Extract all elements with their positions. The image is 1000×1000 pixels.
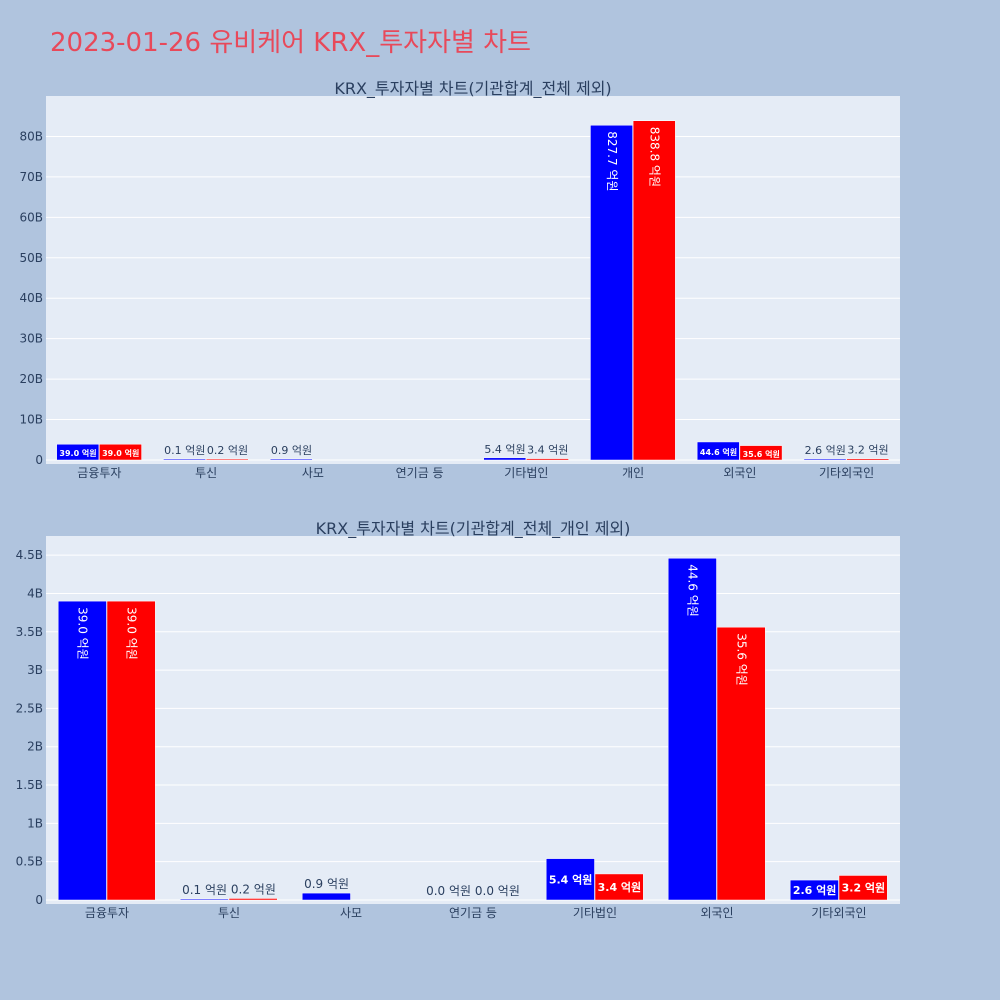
buy-bar [269,458,313,461]
y-tick-label: 4.5B [16,548,43,562]
chart-1: 0 10B 20B 30B 40B 50B 60B 70B 80B KRX_투자자별 차트(기관합… [19,79,900,480]
sell-bar [739,445,783,461]
x-tick-label: 연기금 등 [396,466,444,480]
sell-bar [99,443,142,461]
sell-bar [846,458,890,461]
bar-value-label: 39.0 억원 [102,448,139,458]
x-tick-label: 사모 [302,466,324,480]
bar-value-label: 3.4 억원 [527,444,568,457]
y-tick-label: 30B [19,332,43,346]
buy-bar [545,858,595,901]
y-tick-label: 2B [27,740,43,754]
bar-value-label: 3.2 억원 [847,444,888,457]
y-tick-label: 0 [35,453,43,467]
x-tick-label: 금융투자 [85,906,129,920]
bar-value-label: 0.2 억원 [207,444,248,457]
y-tick-label: 1.5B [16,778,43,792]
chart-title: KRX_투자자별 차트(기관합계_전체_개인 제외) [316,519,631,539]
bar-value-label: 2.6 억원 [805,444,846,457]
x-tick-label: 기타법인 [504,466,548,480]
bar-value-label: 0.0 억원 [475,884,520,898]
chart-title: KRX_투자자별 차트(기관합계_전체 제외) [334,79,611,99]
bar-value-label: 5.4 억원 [549,872,593,886]
bar-value-label: 0.2 억원 [231,882,276,896]
y-tick-label: 1B [27,816,43,830]
plot-area [46,536,900,904]
plot-area [46,96,900,464]
x-tick-label: 개인 [622,466,644,480]
buy-bar [179,898,229,901]
y-tick-label: 40B [19,291,43,305]
buy-bar [163,458,206,461]
buy-bar [590,124,633,461]
y-tick-label: 0 [35,893,43,907]
bar-value-label: 0.9 억원 [271,444,312,457]
x-tick-label: 기타외국인 [811,906,866,920]
x-tick-label: 외국인 [723,466,756,480]
y-tick-label: 80B [19,129,43,143]
y-tick-label: 60B [19,210,43,224]
bar-value-label: 39.0 억원 [76,607,90,660]
y-tick-label: 70B [19,170,43,184]
x-tick-label: 투신 [218,906,240,920]
bar-value-label: 39.0 억원 [59,448,96,458]
bar-value-label: 0.1 억원 [164,444,205,457]
buy-bar [56,443,100,461]
x-tick-label: 기타외국인 [819,466,874,480]
y-tick-label: 10B [19,413,43,427]
sell-bar [106,600,156,901]
buy-bar [667,557,717,901]
sell-bar [838,875,888,901]
bar-value-label: 35.6 억원 [743,449,780,459]
x-tick-label: 사모 [340,906,362,920]
x-tick-label: 연기금 등 [449,906,497,920]
buy-bar [301,892,351,901]
chart-2: 0 0.5B 1B 1.5B 2B 2.5B 3B 3.5B 4B 4.5B KRX_투자자별 차트… [16,519,900,920]
x-tick-label: 기타법인 [573,906,617,920]
y-tick-label: 20B [19,372,43,386]
bar-value-label: 44.6 억원 [686,564,700,617]
sell-bar [716,626,766,901]
sell-bar [526,458,569,461]
bar-value-label: 838.8 억원 [647,127,661,187]
bar-value-label: 2.6 억원 [793,883,837,897]
sell-bar [228,898,278,901]
buy-bar [803,458,847,461]
bar-value-label: 3.4 억원 [598,880,642,894]
page-title: 2023-01-26 유비케어 KRX_투자자별 차트 [50,28,532,58]
y-tick-label: 2.5B [16,701,43,715]
y-tick-label: 50B [19,251,43,265]
bar-value-label: 0.1 억원 [182,883,227,897]
y-tick-label: 3.5B [16,625,43,639]
buy-bar [483,457,527,461]
bar-value-label: 44.6 억원 [700,447,737,457]
y-tick-label: 4B [27,586,43,600]
bar-value-label: 5.4 억원 [484,443,525,456]
y-tick-label: 3B [27,663,43,677]
bar-value-label: 3.2 억원 [842,881,886,895]
y-tick-label: 0.5B [16,855,43,869]
x-tick-label: 투신 [195,466,217,480]
buy-bar [789,879,839,901]
bar-value-label: 39.0 억원 [124,607,138,660]
bar-value-label: 0.9 억원 [304,877,349,891]
buy-bar [696,441,740,461]
bar-value-label: 35.6 억원 [734,633,748,686]
x-tick-label: 외국인 [700,906,733,920]
buy-bar [57,600,107,901]
x-tick-label: 금융투자 [77,466,121,480]
sell-bar [205,458,249,461]
sell-bar [594,873,644,901]
bar-value-label: 827.7 억원 [605,131,619,191]
bar-value-label: 0.0 억원 [426,884,471,898]
sell-bar [632,120,676,461]
